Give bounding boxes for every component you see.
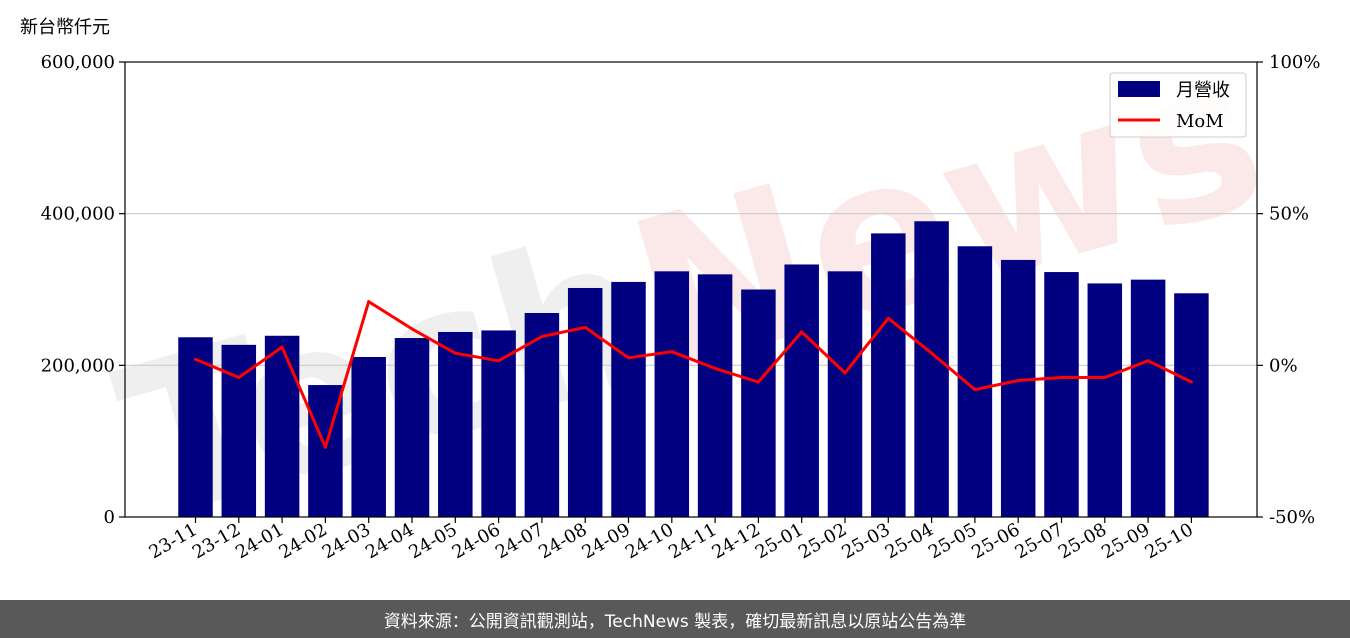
mom-point-25-05	[973, 388, 977, 392]
x-tick-label-24-08: 24-08	[535, 519, 590, 563]
y-right-tick-label-2: 50%	[1269, 204, 1309, 225]
bar-25-04	[914, 221, 949, 517]
mom-point-25-09	[1146, 359, 1150, 363]
bar-24-03	[351, 356, 386, 517]
bar-25-05	[957, 246, 993, 517]
bar-24-12	[741, 289, 776, 517]
x-tick-label-25-01: 25-01	[752, 519, 807, 563]
bar-24-10	[654, 271, 690, 517]
legend-swatch-bar	[1118, 81, 1160, 97]
x-tick-label-25-08: 25-08	[1055, 519, 1110, 563]
bar-24-05	[438, 331, 473, 517]
mom-point-25-06	[1016, 379, 1020, 382]
bar-25-09	[1130, 279, 1166, 517]
mom-point-24-12	[756, 380, 760, 384]
x-tick-label-25-07: 25-07	[1012, 519, 1067, 563]
x-tick-label-25-02: 25-02	[795, 519, 850, 563]
mom-point-24-11	[713, 366, 717, 370]
y-left-tick-label-2: 400,000	[41, 204, 115, 225]
x-tick-label-24-05: 24-05	[405, 519, 460, 563]
x-tick-label-25-09: 25-09	[1098, 519, 1153, 563]
x-tick-label-24-09: 24-09	[579, 519, 634, 563]
mom-point-24-07	[540, 335, 544, 339]
mom-line-layer	[194, 300, 1193, 449]
x-tick-label-25-10: 25-10	[1141, 519, 1196, 563]
x-tick-label-25-04: 25-04	[882, 519, 937, 563]
bar-23-11	[178, 337, 213, 517]
y-axis-unit-label: 新台幣仟元	[20, 17, 110, 38]
y-left-tick-label-1: 200,000	[41, 355, 115, 376]
mom-point-25-07	[1060, 375, 1063, 379]
mom-point-24-02	[323, 445, 327, 449]
x-tick-label-25-06: 25-06	[968, 519, 1023, 563]
y-left-tick-label-0: 0	[104, 507, 115, 528]
mom-point-25-02	[843, 371, 847, 375]
x-tick-label-24-11: 24-11	[665, 519, 720, 563]
bar-24-11	[697, 274, 733, 517]
bar-25-08	[1087, 283, 1123, 517]
legend-label-revenue: 月營收	[1176, 80, 1230, 101]
y-left-tick-label-3: 600,000	[41, 52, 115, 73]
bar-25-03	[871, 233, 906, 517]
bar-24-01	[264, 335, 300, 517]
mom-point-24-06	[497, 359, 501, 363]
source-footer: 資料來源：公開資訊觀測站，TechNews 製表，確切最新訊息以原站公告為準	[0, 600, 1350, 638]
mom-point-24-04	[410, 327, 414, 331]
y-axis-right: -50% 0% 50% 100%	[1257, 52, 1320, 528]
x-tick-label-24-04: 24-04	[362, 519, 417, 563]
legend: 月營收 MoM	[1109, 72, 1247, 138]
mom-point-25-10	[1189, 380, 1193, 384]
x-tick-label-25-05: 25-05	[925, 519, 980, 563]
mom-point-24-01	[280, 345, 284, 349]
y-right-tick-label-0: -50%	[1269, 507, 1315, 528]
mom-point-24-08	[583, 325, 587, 329]
bar-25-02	[827, 271, 863, 517]
mom-point-24-03	[367, 300, 371, 304]
y-right-tick-label-3: 100%	[1269, 52, 1320, 73]
bar-25-06	[1000, 259, 1036, 517]
x-tick-label-25-03: 25-03	[838, 519, 893, 563]
x-tick-label-24-03: 24-03	[319, 519, 374, 563]
bar-24-08	[567, 287, 603, 517]
y-axis-left: 0 200,000 400,000 600,000	[41, 52, 125, 528]
mom-point-25-04	[930, 351, 934, 355]
plot-frame	[124, 61, 1258, 518]
bar-25-07	[1044, 272, 1079, 517]
y-right-tick-label-1: 0%	[1269, 355, 1298, 376]
mom-point-25-08	[1103, 375, 1107, 379]
mom-point-25-03	[886, 316, 890, 320]
mom-point-23-11	[194, 357, 197, 361]
x-tick-label-24-10: 24-10	[622, 519, 677, 563]
bar-25-10	[1174, 293, 1209, 517]
source-footer-text: 資料來源：公開資訊觀測站，TechNews 製表，確切最新訊息以原站公告為準	[383, 611, 967, 632]
x-tick-label-24-06: 24-06	[449, 519, 504, 563]
bar-24-07	[524, 313, 560, 517]
mom-point-24-10	[670, 350, 674, 354]
bar-24-04	[394, 338, 430, 517]
mom-point-24-05	[453, 351, 457, 355]
bar-25-01	[784, 264, 819, 517]
x-tick-label-24-07: 24-07	[492, 519, 547, 563]
mom-line	[194, 300, 1193, 449]
legend-label-mom: MoM	[1176, 111, 1224, 132]
mom-point-24-09	[627, 356, 630, 360]
mom-point-25-01	[800, 330, 804, 334]
x-tick-label-24-12: 24-12	[708, 519, 763, 563]
bar-24-09	[611, 281, 646, 517]
mom-point-23-12	[237, 375, 241, 379]
